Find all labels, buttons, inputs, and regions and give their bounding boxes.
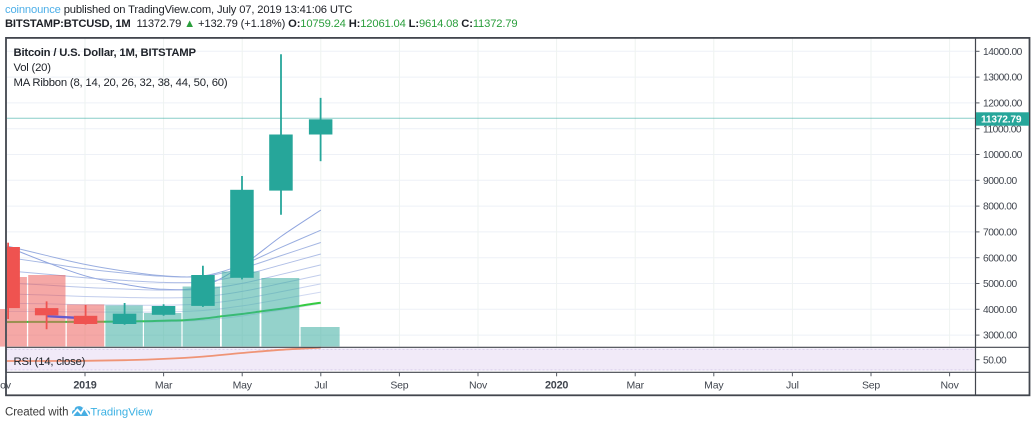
- svg-text:2019: 2019: [73, 380, 96, 392]
- svg-text:3000.00: 3000.00: [983, 331, 1017, 342]
- svg-text:2020: 2020: [545, 380, 568, 392]
- svg-text:50.00: 50.00: [983, 355, 1007, 366]
- svg-text:May: May: [233, 380, 253, 392]
- svg-text:13000.00: 13000.00: [983, 73, 1023, 84]
- svg-text:11000.00: 11000.00: [983, 124, 1022, 135]
- svg-text:Sep: Sep: [390, 380, 408, 392]
- svg-text:5000.00: 5000.00: [983, 279, 1017, 290]
- svg-text:9000.00: 9000.00: [983, 176, 1017, 187]
- svg-text:14000.00: 14000.00: [983, 47, 1023, 58]
- svg-text:Jul: Jul: [314, 380, 327, 392]
- svg-text:6000.00: 6000.00: [983, 253, 1017, 264]
- svg-text:12000.00: 12000.00: [983, 99, 1023, 110]
- svg-text:Mar: Mar: [626, 380, 644, 392]
- svg-text:May: May: [704, 380, 724, 392]
- svg-text:Mar: Mar: [155, 380, 173, 392]
- svg-text:Nov: Nov: [469, 380, 488, 392]
- svg-text:7000.00: 7000.00: [983, 228, 1017, 239]
- svg-text:8000.00: 8000.00: [983, 202, 1017, 213]
- svg-text:Nov: Nov: [0, 380, 12, 392]
- svg-text:4000.00: 4000.00: [983, 305, 1017, 316]
- svg-text:11372.79: 11372.79: [981, 115, 1022, 126]
- svg-text:10000.00: 10000.00: [983, 150, 1023, 161]
- svg-text:Sep: Sep: [862, 380, 880, 392]
- svg-text:Jul: Jul: [786, 380, 799, 392]
- svg-text:Nov: Nov: [941, 380, 960, 392]
